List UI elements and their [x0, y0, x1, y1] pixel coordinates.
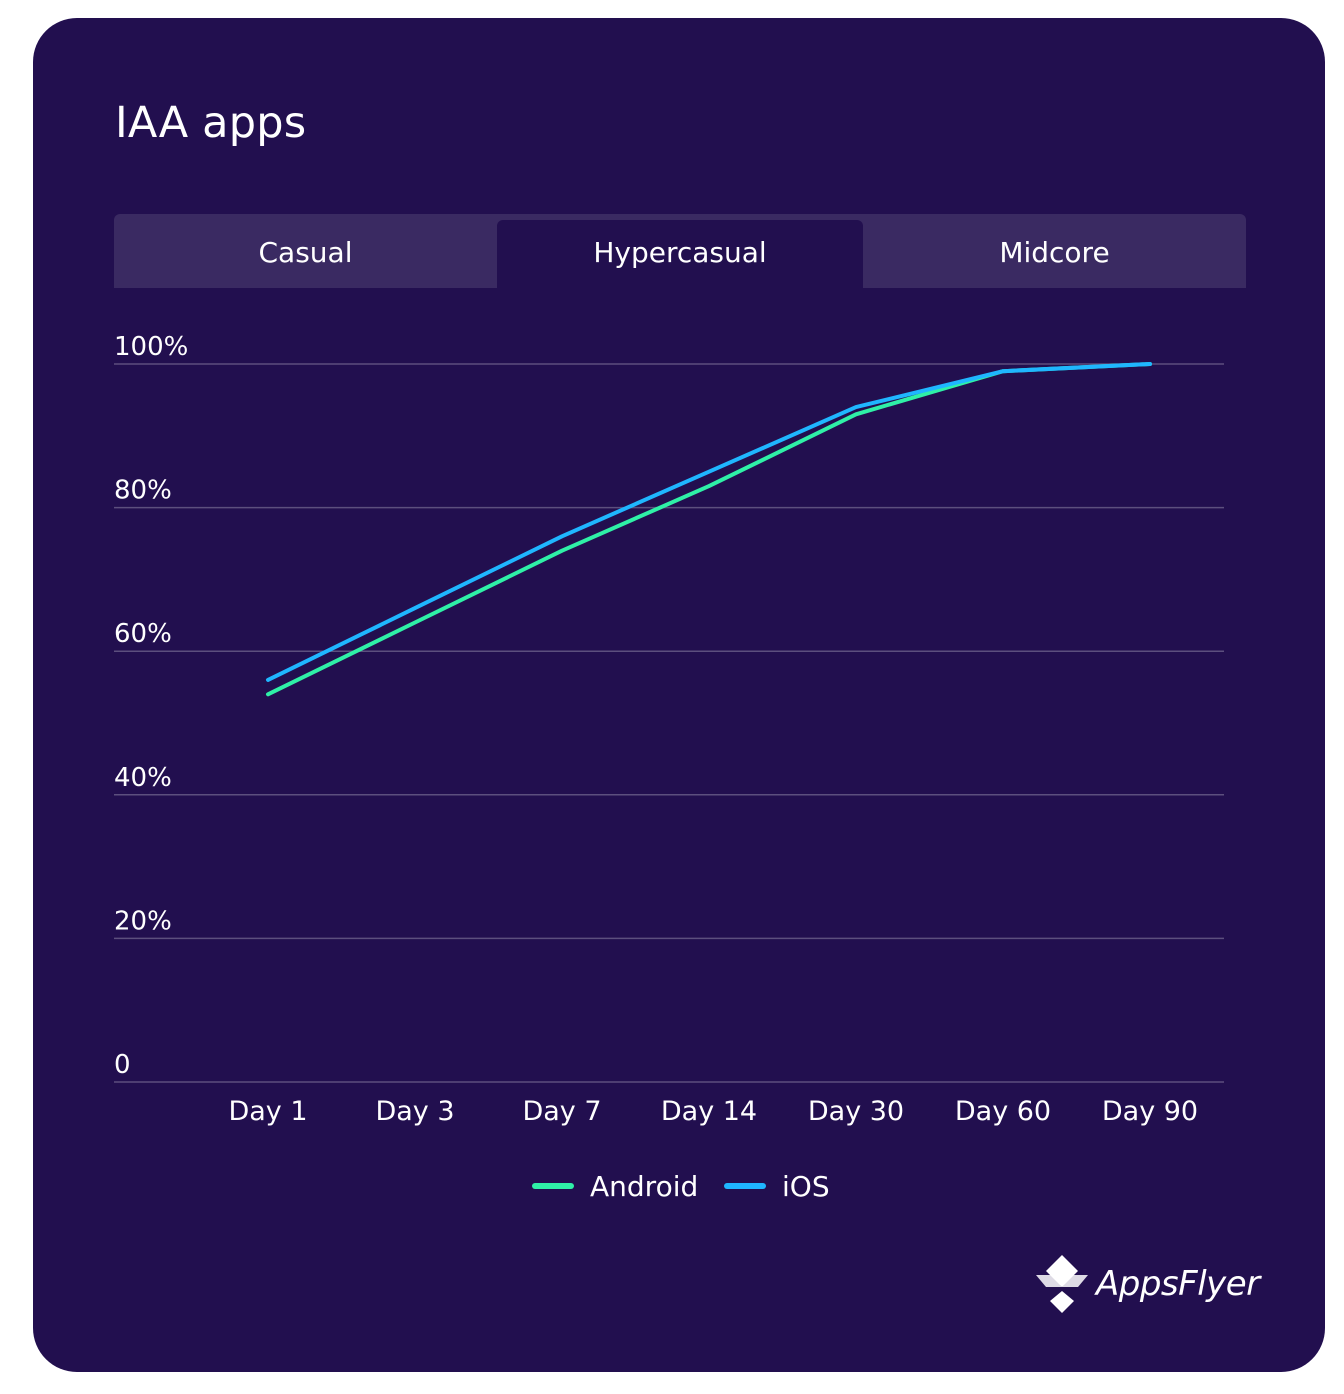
y-tick-label: 60%	[114, 619, 172, 649]
legend-item-android: Android	[532, 1166, 698, 1206]
legend-item-ios: iOS	[724, 1166, 830, 1206]
chart-title: IAA apps	[115, 98, 307, 148]
legend-swatch-android	[532, 1183, 574, 1189]
x-tick-label: Day 14	[661, 1096, 757, 1127]
y-tick-label: 0	[114, 1050, 131, 1080]
legend-label-android: Android	[590, 1169, 699, 1203]
y-tick-label: 40%	[114, 763, 172, 793]
segment-tabs: Casual Hypercasual Midcore	[114, 214, 1246, 288]
appsflyer-logo-icon	[1036, 1255, 1088, 1313]
legend-swatch-ios	[724, 1183, 766, 1189]
y-tick-label: 80%	[114, 476, 172, 506]
tab-midcore[interactable]: Midcore	[999, 236, 1110, 269]
x-tick-label: Day 90	[1102, 1096, 1198, 1127]
tab-casual[interactable]: Casual	[258, 236, 353, 269]
y-tick-label: 100%	[114, 332, 188, 362]
legend-label-ios: iOS	[782, 1169, 830, 1203]
x-tick-label: Day 3	[375, 1096, 454, 1127]
series-line-android	[266, 362, 1152, 697]
series-line-ios	[266, 362, 1152, 682]
appsflyer-logo: AppsFlyer	[1034, 1252, 1260, 1316]
x-tick-label: Day 60	[955, 1096, 1051, 1127]
chart-legend: Android iOS	[0, 1166, 1344, 1206]
x-tick-label: Day 30	[808, 1096, 904, 1127]
brand-name: AppsFlyer	[1096, 1264, 1260, 1304]
y-tick-label: 20%	[114, 906, 172, 936]
x-tick-label: Day 7	[522, 1096, 601, 1127]
x-tick-label: Day 1	[228, 1096, 307, 1127]
tab-hypercasual[interactable]: Hypercasual	[497, 220, 863, 288]
